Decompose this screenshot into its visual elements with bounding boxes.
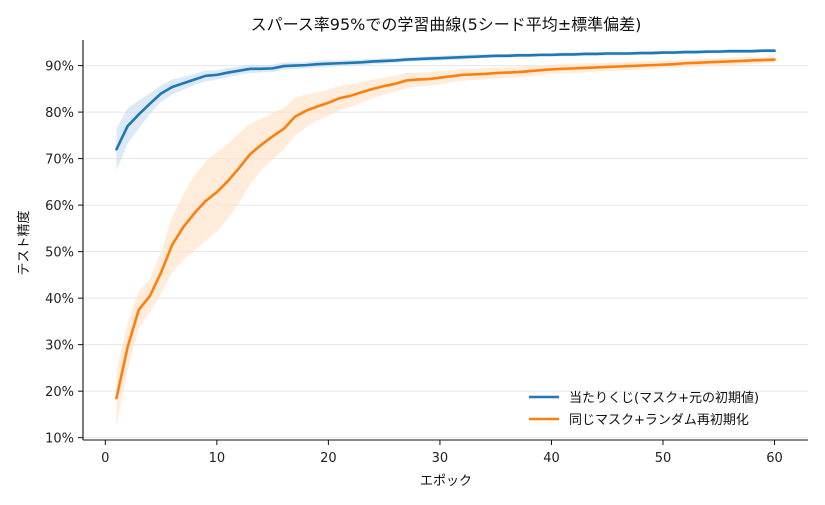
y-tick-label-0: 10% — [45, 432, 74, 447]
chart-title: スパース率95%での学習曲線(5シード平均±標準偏差) — [251, 15, 642, 34]
y-axis-ticks: 10% 20% 30% 40% 50% 60% 70% 80% 90% — [45, 60, 83, 447]
series-line-0 — [115, 49, 776, 151]
std-band-1 — [116, 56, 775, 427]
y-tick-label-8: 90% — [45, 60, 74, 75]
y-tick-label-4: 50% — [45, 246, 74, 261]
legend: 当たりくじ(マスク+元の初期値) 同じマスク+ランダム再初期化 — [529, 390, 759, 428]
x-axis-ticks: 0 10 20 30 40 50 60 — [101, 440, 783, 466]
y-tick-label-3: 40% — [45, 292, 74, 307]
y-tick-label-6: 70% — [45, 153, 74, 168]
x-tick-label-1: 10 — [209, 451, 226, 466]
y-tick-label-2: 30% — [45, 339, 74, 354]
x-tick-label-3: 30 — [432, 451, 449, 466]
x-axis-label: エポック — [420, 474, 472, 489]
x-tick-label-0: 0 — [101, 451, 109, 466]
y-tick-label-7: 80% — [45, 106, 74, 121]
x-tick-label-4: 40 — [543, 451, 560, 466]
y-tick-label-1: 20% — [45, 385, 74, 400]
x-tick-label-6: 60 — [766, 451, 783, 466]
x-tick-label-5: 50 — [655, 451, 672, 466]
y-axis-label: テスト精度 — [16, 210, 32, 275]
series-lines — [115, 49, 776, 400]
y-tick-label-5: 60% — [45, 199, 74, 214]
axes — [82, 40, 808, 441]
legend-label-0: 当たりくじ(マスク+元の初期値) — [569, 390, 759, 406]
x-tick-label-2: 20 — [320, 451, 337, 466]
legend-label-1: 同じマスク+ランダム再初期化 — [569, 413, 749, 428]
series-line-1 — [115, 58, 776, 400]
std-bands — [116, 48, 775, 427]
